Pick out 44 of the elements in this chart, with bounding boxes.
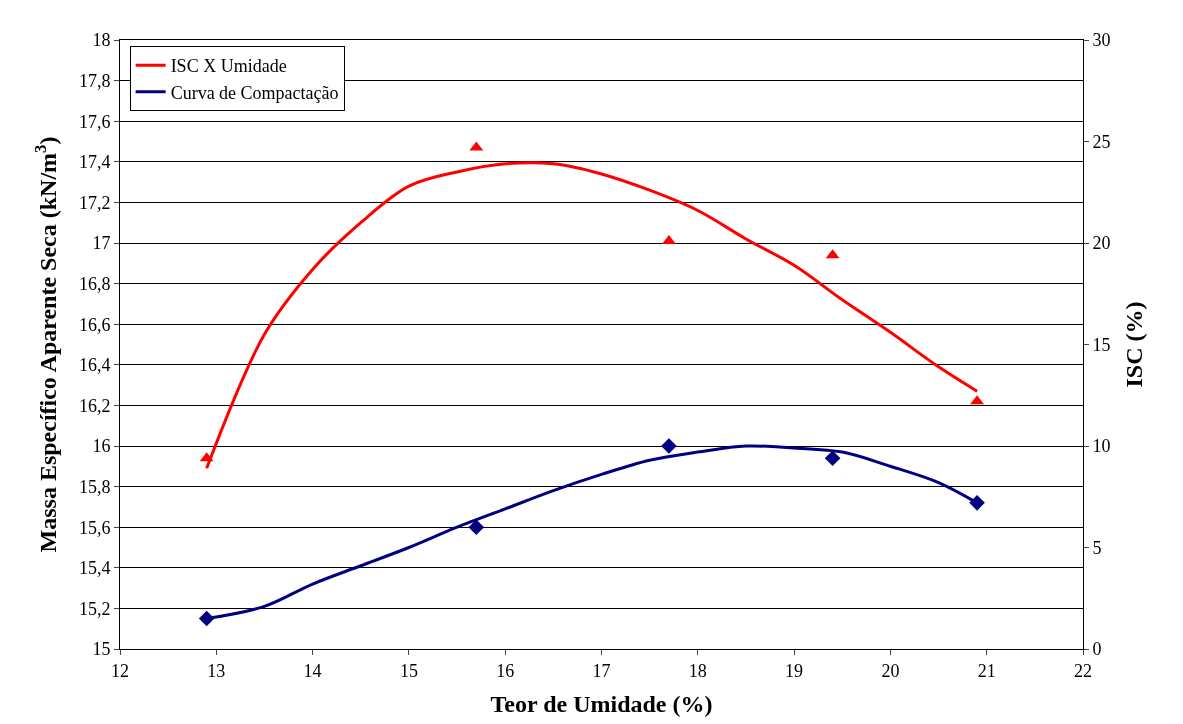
y2-tick-label: 30 [1092, 30, 1111, 51]
x-tick-label: 18 [688, 660, 707, 681]
y2-tick-label: 0 [1092, 639, 1102, 660]
y-tick-label: 17,2 [78, 192, 111, 213]
x-tick-label: 21 [977, 660, 996, 681]
y-tick-label: 17 [92, 233, 111, 254]
legend-label: ISC X Umidade [170, 56, 287, 77]
y-tick-label: 16,6 [78, 314, 111, 335]
point [970, 395, 984, 405]
y-tick-label: 16 [92, 436, 111, 457]
y-tick-label: 16,8 [78, 273, 111, 294]
y2-tick-label: 15 [1092, 334, 1111, 355]
y-tick-label: 17,8 [78, 70, 111, 91]
y-tick-label: 16,2 [78, 395, 111, 416]
point [198, 610, 215, 627]
x-tick-label: 20 [881, 660, 900, 681]
point [824, 450, 841, 466]
y2-tick-label: 20 [1092, 233, 1111, 254]
y2-tick-label: 10 [1092, 436, 1111, 457]
y-tick-label: 16,4 [78, 355, 111, 376]
y-tick-label: 15,6 [78, 517, 111, 538]
x-axis-title: Teor de Umidade (%) [490, 690, 713, 717]
y-tick-label: 17,4 [78, 152, 111, 173]
x-tick-label: 17 [592, 660, 611, 681]
y-tick-label: 15,4 [78, 558, 111, 579]
point [468, 519, 485, 535]
y-tick-label: 15,8 [78, 476, 111, 497]
x-tick-label: 15 [399, 660, 418, 681]
point [969, 495, 985, 511]
x-tick-label: 12 [111, 660, 129, 681]
y2-axis-title: ISC (%) [1120, 301, 1147, 388]
x-tick-label: 14 [303, 660, 322, 681]
y-tick-label: 15,2 [78, 598, 111, 619]
x-tick-label: 22 [1074, 660, 1092, 681]
x-tick-label: 13 [207, 660, 226, 681]
y-tick-label: 18 [92, 30, 111, 51]
x-tick-label: 16 [496, 660, 515, 681]
legend-label: Curva de Compactação [170, 82, 339, 103]
y-tick-label: 15 [92, 639, 111, 660]
x-tick-label: 19 [785, 660, 804, 681]
y-tick-label: 17,6 [78, 111, 111, 132]
y2-tick-label: 5 [1092, 537, 1102, 558]
point [661, 438, 677, 454]
y2-tick-label: 25 [1092, 131, 1111, 152]
